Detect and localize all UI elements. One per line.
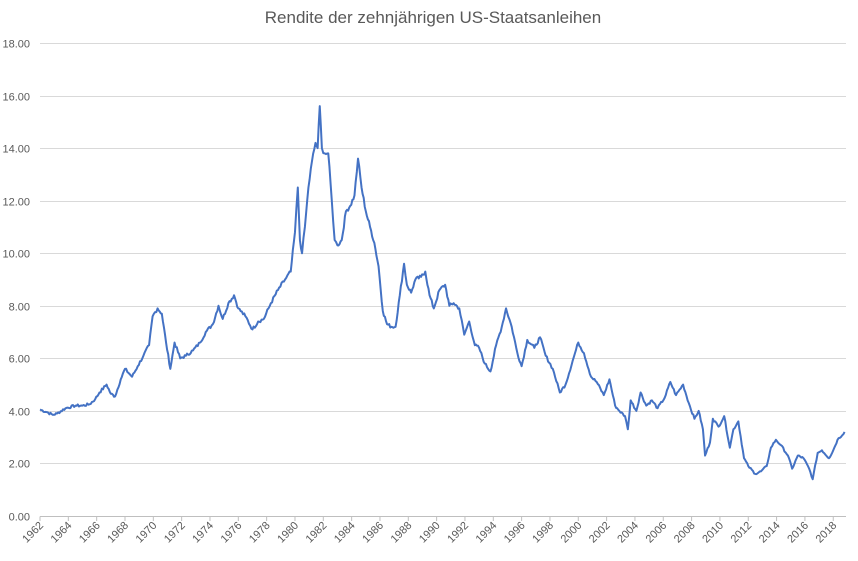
y-axis-ticks: 0.00 2.00 4.00 6.00 8.00 10.00 12.00 14.00 16.00… xyxy=(2,39,30,524)
x-tick-label: 1978 xyxy=(247,520,273,546)
chart-title: Rendite der zehnjährigen US-Staatsanleih… xyxy=(265,8,601,27)
x-tick-label: 1998 xyxy=(530,520,556,546)
x-tick-label: 2008 xyxy=(672,520,698,546)
x-tick-label: 1996 xyxy=(502,520,528,546)
x-tick-label: 2014 xyxy=(757,520,783,546)
y-tick-label: 2.00 xyxy=(9,459,30,471)
y-tick-label: 12.00 xyxy=(2,197,30,209)
x-tick-label: 1984 xyxy=(332,520,358,546)
x-tick-label: 1988 xyxy=(389,520,415,546)
x-tick-label: 2018 xyxy=(814,520,840,546)
x-tick-label: 1992 xyxy=(445,520,471,546)
y-tick-label: 18.00 xyxy=(2,39,30,51)
x-tick-label: 1990 xyxy=(417,520,443,546)
x-tick-label: 1986 xyxy=(360,520,386,546)
x-tick-label: 1970 xyxy=(134,520,160,546)
x-tick-label: 1982 xyxy=(304,520,330,546)
yield-series-line xyxy=(39,105,846,481)
x-tick-label: 2012 xyxy=(729,520,755,546)
x-axis-ticks: 1962 1964 1966 1968 1970 1972 1974 1976 1978 1980… xyxy=(20,516,840,546)
x-tick-label: 1980 xyxy=(275,520,301,546)
y-tick-label: 16.00 xyxy=(2,92,30,104)
x-tick-label: 2004 xyxy=(615,520,641,546)
y-tick-label: 8.00 xyxy=(9,302,30,314)
x-tick-label: 1994 xyxy=(474,520,500,546)
y-tick-label: 14.00 xyxy=(2,144,30,156)
x-tick-label: 2010 xyxy=(700,520,726,546)
y-tick-label: 6.00 xyxy=(9,354,30,366)
x-tick-label: 1974 xyxy=(190,520,216,546)
y-tick-label: 0.00 xyxy=(9,512,30,524)
gridlines xyxy=(40,43,846,464)
x-tick-label: 2016 xyxy=(785,520,811,546)
x-tick-label: 2002 xyxy=(587,520,613,546)
y-tick-label: 10.00 xyxy=(2,249,30,261)
y-tick-label: 4.00 xyxy=(9,407,30,419)
x-tick-label: 1964 xyxy=(49,520,75,546)
x-tick-label: 2000 xyxy=(559,520,585,546)
series-group xyxy=(39,105,846,481)
x-tick-label: 1976 xyxy=(219,520,245,546)
x-tick-label: 1966 xyxy=(77,520,103,546)
x-tick-label: 2006 xyxy=(644,520,670,546)
x-tick-label: 1962 xyxy=(20,520,46,546)
x-tick-label: 1972 xyxy=(162,520,188,546)
x-tick-label: 1968 xyxy=(105,520,131,546)
